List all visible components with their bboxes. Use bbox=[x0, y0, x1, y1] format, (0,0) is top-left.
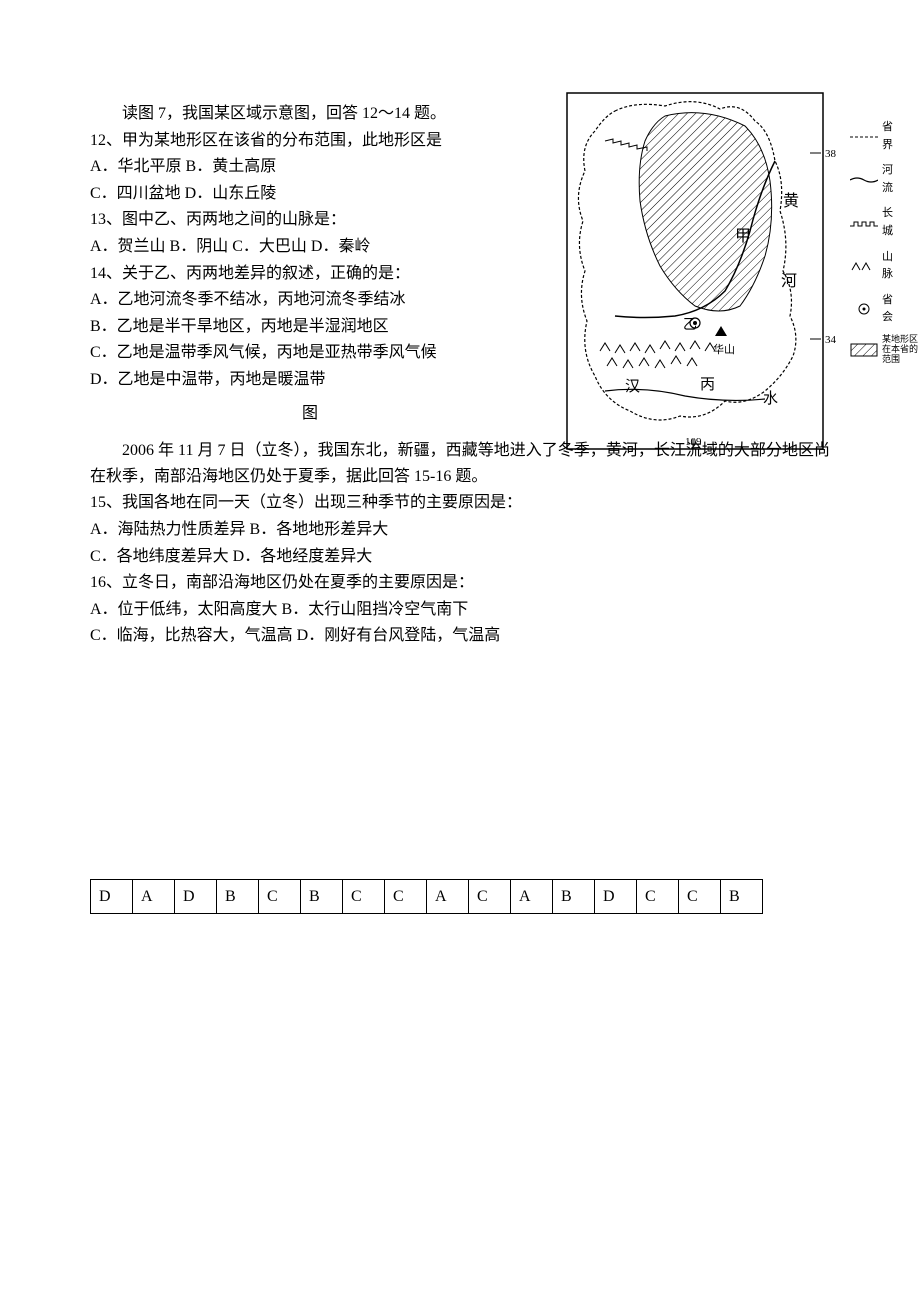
svg-text:乙: 乙 bbox=[683, 317, 697, 333]
legend-area: 某地形区在本省的范围 bbox=[850, 335, 920, 365]
legend-border: 省 界 bbox=[850, 119, 920, 154]
answer-cell: C bbox=[469, 879, 511, 914]
legend-river: 河 流 bbox=[850, 162, 920, 197]
q12-stem: 12、甲为某地形区在该省的分布范围，此地形区是 bbox=[90, 128, 530, 154]
q12-opts-cd: C．四川盆地 D．山东丘陵 bbox=[90, 181, 530, 207]
legend-mountain: 山 脉 bbox=[850, 249, 920, 284]
answer-cell: D bbox=[91, 879, 133, 914]
q15-stem: 15、我国各地在同一天（立冬）出现三种季节的主要原因是： bbox=[90, 490, 830, 516]
svg-text:汉: 汉 bbox=[625, 378, 640, 395]
page-content: 黄 甲 河 乙 华山 汉 丙 水 109 38 34 省 界 河 流 长 城 bbox=[90, 101, 830, 914]
svg-text:甲: 甲 bbox=[735, 228, 751, 245]
svg-text:黄: 黄 bbox=[783, 192, 799, 210]
answer-cell: B bbox=[553, 879, 595, 914]
section-1-text: 读图 7，我国某区域示意图，回答 12～14 题。 12、甲为某地形区在该省的分… bbox=[90, 101, 530, 393]
legend-wall: 长 城 bbox=[850, 205, 920, 240]
answer-cell: B bbox=[217, 879, 259, 914]
legend-capital: 省 会 bbox=[850, 292, 920, 327]
q16-opts-cd: C．临海，比热容大，气温高 D．刚好有台风登陆，气温高 bbox=[90, 623, 830, 649]
svg-text:河: 河 bbox=[781, 272, 797, 290]
answer-cell: C bbox=[385, 879, 427, 914]
figure-label: 图 bbox=[90, 401, 530, 427]
map-legend: 省 界 河 流 长 城 山 脉 省 会 某地形区在本省的范围 bbox=[850, 111, 920, 373]
answer-row: D A D B C B C C A C A B D C C B bbox=[91, 879, 763, 914]
q15-opts-ab: A．海陆热力性质差异 B．各地地形差异大 bbox=[90, 517, 830, 543]
answer-cell: C bbox=[637, 879, 679, 914]
answer-table: D A D B C B C C A C A B D C C B bbox=[90, 879, 763, 915]
q14-opt-a: A．乙地河流冬季不结冰，丙地河流冬季结冰 bbox=[90, 287, 530, 313]
map-figure: 黄 甲 河 乙 华山 汉 丙 水 109 38 34 省 界 河 流 长 城 bbox=[540, 91, 870, 451]
q14-opt-c: C．乙地是温带季风气候，丙地是亚热带季风气候 bbox=[90, 340, 530, 366]
answer-cell: C bbox=[343, 879, 385, 914]
q16-opts-ab: A．位于低纬，太阳高度大 B．太行山阻挡冷空气南下 bbox=[90, 597, 830, 623]
svg-text:38: 38 bbox=[825, 148, 837, 160]
q13-stem: 13、图中乙、丙两地之间的山脉是： bbox=[90, 207, 530, 233]
q15-opts-cd: C．各地纬度差异大 D．各地经度差异大 bbox=[90, 544, 830, 570]
svg-text:34: 34 bbox=[825, 334, 837, 346]
svg-text:水: 水 bbox=[763, 390, 778, 407]
svg-text:109: 109 bbox=[685, 436, 702, 448]
q14-opt-d: D．乙地是中温带，丙地是暖温带 bbox=[90, 367, 530, 393]
answer-cell: D bbox=[175, 879, 217, 914]
answer-cell: A bbox=[427, 879, 469, 914]
section1-intro: 读图 7，我国某区域示意图，回答 12～14 题。 bbox=[90, 101, 530, 127]
map-svg: 黄 甲 河 乙 华山 汉 丙 水 109 38 34 bbox=[540, 91, 870, 451]
answer-cell: D bbox=[595, 879, 637, 914]
answer-cell: C bbox=[679, 879, 721, 914]
answer-cell: A bbox=[133, 879, 175, 914]
svg-text:丙: 丙 bbox=[700, 377, 715, 393]
section-2-text: 2006 年 11 月 7 日（立冬），我国东北，新疆，西藏等地进入了冬季，黄河… bbox=[90, 438, 830, 649]
q13-opts: A．贺兰山 B．阴山 C．大巴山 D．秦岭 bbox=[90, 234, 530, 260]
q16-stem: 16、立冬日，南部沿海地区仍处在夏季的主要原因是： bbox=[90, 570, 830, 596]
svg-text:华山: 华山 bbox=[713, 342, 735, 356]
answer-cell: A bbox=[511, 879, 553, 914]
answer-cell: B bbox=[721, 879, 763, 914]
answer-cell: B bbox=[301, 879, 343, 914]
q14-opt-b: B．乙地是半干旱地区，丙地是半湿润地区 bbox=[90, 314, 530, 340]
q12-opts-ab: A．华北平原 B．黄土高原 bbox=[90, 154, 530, 180]
answer-cell: C bbox=[259, 879, 301, 914]
q14-stem: 14、关于乙、丙两地差异的叙述，正确的是： bbox=[90, 261, 530, 287]
